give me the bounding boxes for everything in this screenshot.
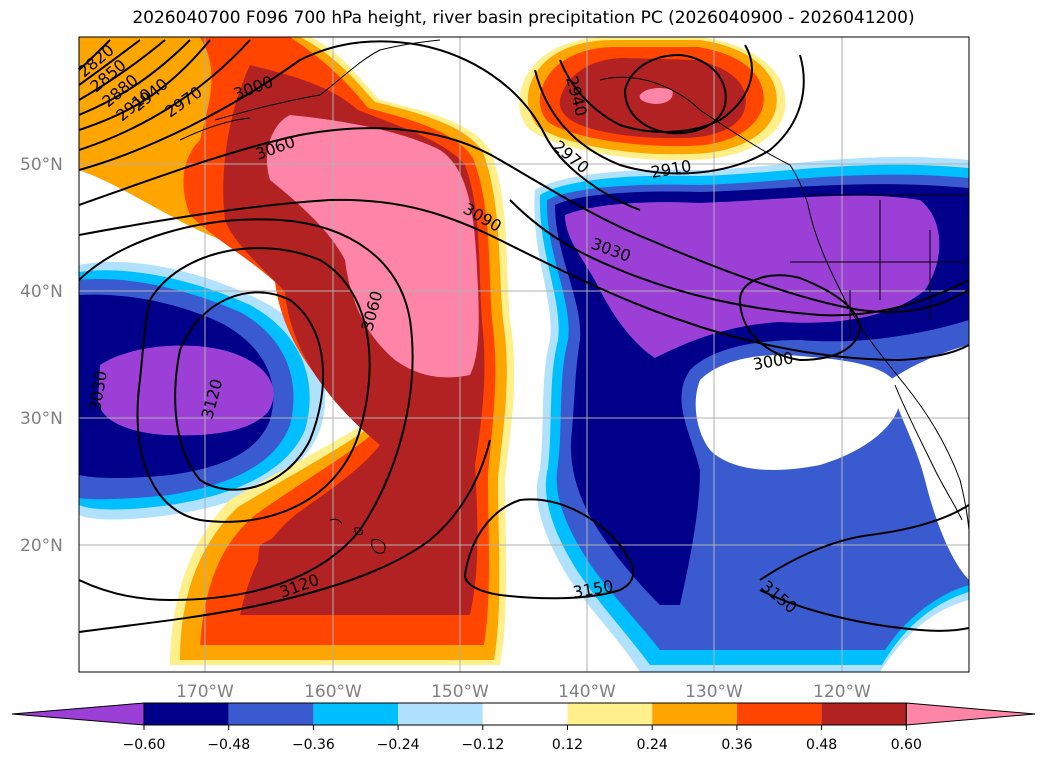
colorbar-tick-label: 0.36 (721, 737, 752, 753)
colorbar-bin-neg024 (313, 703, 398, 725)
colorbar-extend-high (906, 703, 1035, 725)
colorbar-bin-pos024 (652, 703, 737, 725)
colorbar-bin-zero (483, 703, 568, 725)
lat-label-20n: 20°N (20, 536, 63, 556)
lat-label-50n: 50°N (20, 155, 63, 175)
lon-label-130w: 130°W (685, 682, 743, 702)
lat-label-30n: 30°N (20, 409, 63, 429)
lon-labels: 170°W 160°W 150°W 140°W 130°W 120°W (176, 682, 871, 702)
colorbar-tick-label: −0.60 (123, 737, 166, 753)
colorbar-ticks (144, 725, 906, 730)
colorbar-bin-pos048 (822, 703, 907, 725)
colorbar-bin-neg048 (144, 703, 229, 725)
lon-label-150w: 150°W (431, 682, 489, 702)
pos-blob-southwest-048 (258, 522, 399, 612)
colorbar-tick-label: −0.12 (461, 737, 504, 753)
colorbar-tick-label: 0.12 (552, 737, 583, 753)
lat-label-40n: 40°N (20, 282, 63, 302)
colorbar-bin-pos012 (568, 703, 653, 725)
colorbar: −0.60 −0.48 −0.36 −0.24 −0.12 0.12 0.24 … (12, 703, 1035, 753)
colorbar-tick-label: −0.24 (377, 737, 420, 753)
colorbar-tick-label: 0.60 (891, 737, 922, 753)
colorbar-tick-label: −0.36 (292, 737, 335, 753)
lat-labels: 50°N 40°N 30°N 20°N (20, 155, 63, 556)
colorbar-bin-neg012 (398, 703, 483, 725)
colorbar-tick-label: 0.48 (806, 737, 837, 753)
colorbar-tick-label: −0.48 (207, 737, 250, 753)
lon-label-170w: 170°W (176, 682, 234, 702)
lon-label-140w: 140°W (558, 682, 616, 702)
colorbar-bin-neg036 (229, 703, 314, 725)
lon-label-120w: 120°W (813, 682, 871, 702)
lon-label-160w: 160°W (304, 682, 362, 702)
colorbar-bin-pos036 (737, 703, 822, 725)
colorbar-tick-label: 0.24 (637, 737, 668, 753)
colorbar-extend-low (12, 703, 144, 725)
